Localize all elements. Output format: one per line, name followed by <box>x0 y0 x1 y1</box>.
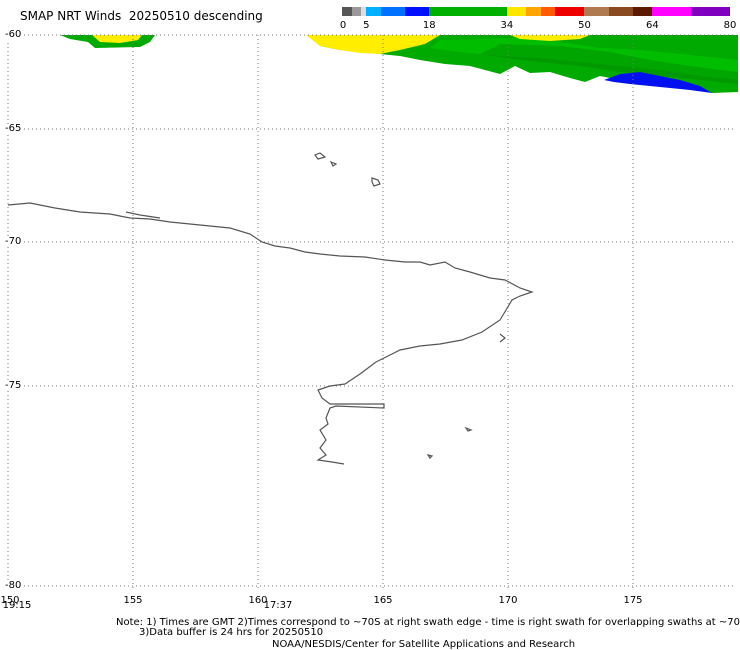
colorbar-segment <box>540 7 556 16</box>
colorbar-label: 64 <box>646 20 659 31</box>
wind-swath-right <box>306 35 738 93</box>
latitude-label: -60 <box>4 29 23 40</box>
grid-lines <box>7 34 735 590</box>
footer-credit: NOAA/NESDIS/Center for Satellite Applica… <box>272 639 576 650</box>
colorbar-segment <box>366 7 381 16</box>
colorbar-segment <box>351 7 362 16</box>
swath-time-label: 17:37 <box>263 600 293 611</box>
footer-note: Note: 1) Times are GMT 2)Times correspon… <box>116 617 740 628</box>
map-title: SMAP NRT Winds 20250510 descending <box>20 9 263 23</box>
colorbar-segment <box>555 7 585 16</box>
colorbar-segment <box>380 7 406 16</box>
colorbar-segment <box>526 7 541 16</box>
colorbar-label: 0 <box>339 20 347 31</box>
colorbar-segment <box>405 7 430 16</box>
latitude-label: -65 <box>4 123 23 134</box>
longitude-label: 170 <box>498 595 518 606</box>
latitude-label: -70 <box>4 236 23 247</box>
colorbar-label: 5 <box>363 20 370 31</box>
latitude-label: -80 <box>4 580 23 591</box>
longitude-label: 150 <box>0 595 20 606</box>
wind-speed-colorbar <box>342 7 730 16</box>
colorbar-segment <box>584 7 609 16</box>
latitude-label: -75 <box>4 380 23 391</box>
wind-swath-left <box>60 35 155 48</box>
colorbar-label: 50 <box>578 20 591 31</box>
swath-time-label: 19:15 <box>2 600 32 611</box>
coastline <box>7 152 534 465</box>
colorbar-label: 80 <box>723 20 737 31</box>
longitude-label: 160 <box>248 595 268 606</box>
longitude-label: 175 <box>623 595 643 606</box>
colorbar-segment <box>506 7 527 16</box>
colorbar-segment <box>652 7 692 16</box>
colorbar-label: 18 <box>422 20 436 31</box>
colorbar-segment <box>608 7 633 16</box>
colorbar-segment <box>342 7 352 16</box>
colorbar-label: 34 <box>500 20 514 31</box>
footer-note-buffer: 3)Data buffer is 24 hrs for 20250510 <box>139 627 324 638</box>
colorbar-segment <box>429 7 507 16</box>
longitude-label: 155 <box>123 595 143 606</box>
colorbar-segment <box>691 7 730 16</box>
colorbar-segment <box>632 7 653 16</box>
colorbar-segment <box>361 7 367 16</box>
longitude-label: 165 <box>373 595 393 606</box>
